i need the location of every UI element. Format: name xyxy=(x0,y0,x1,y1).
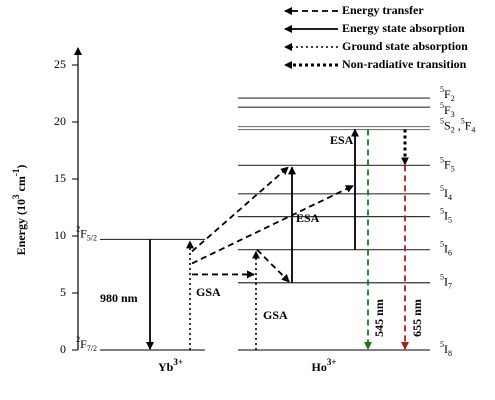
label-part: 4 xyxy=(448,193,452,202)
label-part: -1 xyxy=(11,168,21,176)
label-part: 3 xyxy=(451,111,455,120)
label-part: S xyxy=(444,118,451,132)
annotation: ESA xyxy=(330,133,354,147)
label-part: 3+ xyxy=(173,357,183,367)
legend-label: Ground state absorption xyxy=(342,39,468,53)
level-label: 5S2 ,5F4 xyxy=(440,117,475,135)
label-part: F xyxy=(444,103,451,117)
level-label: 5F3 xyxy=(440,102,455,120)
label-part: 5 xyxy=(440,207,444,216)
y-tick-label: 5 xyxy=(60,285,66,299)
label-part: 7/2 xyxy=(87,344,97,353)
annotation: GSA xyxy=(196,285,221,299)
transition xyxy=(191,166,289,253)
label-part: I xyxy=(444,342,448,356)
label-part: 2 xyxy=(76,225,80,234)
label-part: 5/2 xyxy=(87,234,97,243)
diagram: Energy transfer Energy state absorption Gr… xyxy=(11,3,475,374)
label-part: 5 xyxy=(440,184,444,193)
y-tick-label: 25 xyxy=(54,57,66,71)
label-part: I xyxy=(444,241,448,255)
label-part: 5 xyxy=(440,340,444,349)
label-part: I xyxy=(444,274,448,288)
label-part: 5 xyxy=(461,117,465,126)
label-part: 5 xyxy=(440,156,444,165)
label-part: F xyxy=(80,337,87,351)
label-part: 2 xyxy=(451,94,455,103)
transition xyxy=(191,185,354,265)
label-part: cm xyxy=(14,176,28,194)
annotation: GSA xyxy=(263,308,288,322)
label-part: 6 xyxy=(448,249,452,258)
label-part: 5 xyxy=(440,273,444,282)
label-part: Energy (10 xyxy=(14,199,28,255)
y-tick-label: 20 xyxy=(54,114,66,128)
level-label: 5F2 xyxy=(440,85,455,103)
label-part: F xyxy=(444,157,451,171)
label-part: 8 xyxy=(448,349,452,358)
label-part: 3 xyxy=(11,194,21,199)
y-tick-label: 15 xyxy=(54,171,66,185)
label-part: I xyxy=(444,208,448,222)
label-part: 7 xyxy=(448,282,452,291)
label-part: 5 xyxy=(448,216,452,225)
label-part: 5 xyxy=(440,102,444,111)
annotation: ESA xyxy=(296,211,320,225)
label-part: 5 xyxy=(440,117,444,126)
label-part: 5 xyxy=(440,85,444,94)
annotation: 980 nm xyxy=(100,291,138,305)
label-part: I xyxy=(444,186,448,200)
label-part: 5 xyxy=(440,240,444,249)
label-part: 2 xyxy=(76,335,80,344)
legend-label: Energy state absorption xyxy=(342,21,465,35)
level-label: 5I5 xyxy=(440,207,452,225)
level-label: 2F5/2 xyxy=(76,225,97,243)
label-part: F xyxy=(444,87,451,101)
group-label: Yb3+ xyxy=(158,357,183,374)
annotation: 545 nm xyxy=(372,299,386,337)
label-part: ) xyxy=(14,165,28,169)
label-part: 4 xyxy=(471,126,475,135)
label-part: , xyxy=(455,118,461,132)
transition xyxy=(256,249,290,283)
label-part: F xyxy=(80,226,87,240)
annotation: 655 nm xyxy=(410,299,424,337)
y-tick-label: 0 xyxy=(60,342,66,356)
label-part: 3+ xyxy=(327,357,337,367)
level-label: 5I4 xyxy=(440,184,452,202)
level-label: 5I6 xyxy=(440,240,452,258)
label-part: F xyxy=(465,118,472,132)
level-label: 5I8 xyxy=(440,340,452,358)
level-label: 2F7/2 xyxy=(76,335,97,353)
legend-label: Non-radiative transition xyxy=(342,57,467,71)
label-part: Ho xyxy=(312,360,327,374)
label-part: Yb xyxy=(158,360,174,374)
level-label: 5F5 xyxy=(440,156,455,174)
group-label: Ho3+ xyxy=(312,357,337,374)
label-part: 5 xyxy=(451,165,455,174)
label-part: 2 xyxy=(451,126,455,135)
level-label: 5I7 xyxy=(440,273,452,291)
y-axis-label: Energy (103 cm-1) xyxy=(11,165,28,256)
legend-label: Energy transfer xyxy=(342,3,424,17)
y-tick-label: 10 xyxy=(54,228,66,242)
